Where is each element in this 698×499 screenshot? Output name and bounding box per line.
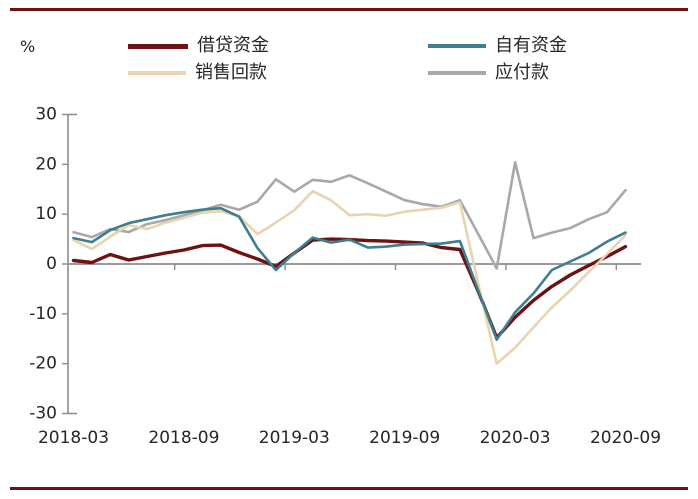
legend-label-own-funds: 自有资金 xyxy=(495,35,567,56)
legend-swatch-sales-receipts-icon xyxy=(128,71,186,75)
legend-item-sales-receipts: 销售回款 xyxy=(128,64,267,82)
y-tick-label: 30 xyxy=(35,105,57,125)
legend-label-borrowed-funds: 借贷资金 xyxy=(197,35,269,56)
legend-label-sales-receipts: 销售回款 xyxy=(195,62,267,83)
legend-item-payables: 应付款 xyxy=(428,64,549,82)
y-tick-label: 10 xyxy=(35,204,57,224)
y-axis-unit-label: % xyxy=(20,37,36,56)
x-tick-label: 2020-09 xyxy=(590,428,661,448)
x-tick-label: 2019-09 xyxy=(369,428,440,448)
legend-item-own-funds: 自有资金 xyxy=(428,37,567,55)
legend-label-payables: 应付款 xyxy=(495,62,549,83)
legend-swatch-borrowed-funds-icon xyxy=(128,43,188,49)
y-tick-label: 20 xyxy=(35,154,57,174)
y-tick-label: -30 xyxy=(29,403,57,423)
bottom-rule xyxy=(10,487,688,490)
y-tick-label: 0 xyxy=(46,254,57,274)
x-tick-label: 2020-03 xyxy=(480,428,551,448)
series-line-borrowed-funds xyxy=(71,237,628,340)
y-tick-label: -20 xyxy=(29,354,57,374)
x-tick-label: 2018-03 xyxy=(38,428,109,448)
legend-swatch-own-funds-icon xyxy=(428,44,486,48)
y-tick-label: -10 xyxy=(29,304,57,324)
series-line-payables xyxy=(72,161,627,270)
top-rule xyxy=(10,8,688,11)
series-line-sales-receipts xyxy=(72,189,627,366)
x-tick-label: 2019-03 xyxy=(259,428,330,448)
x-tick-label: 2018-09 xyxy=(148,428,219,448)
legend-swatch-payables-icon xyxy=(428,71,486,75)
series-line-own-funds xyxy=(72,206,627,342)
legend-item-borrowed-funds: 借贷资金 xyxy=(128,37,269,55)
